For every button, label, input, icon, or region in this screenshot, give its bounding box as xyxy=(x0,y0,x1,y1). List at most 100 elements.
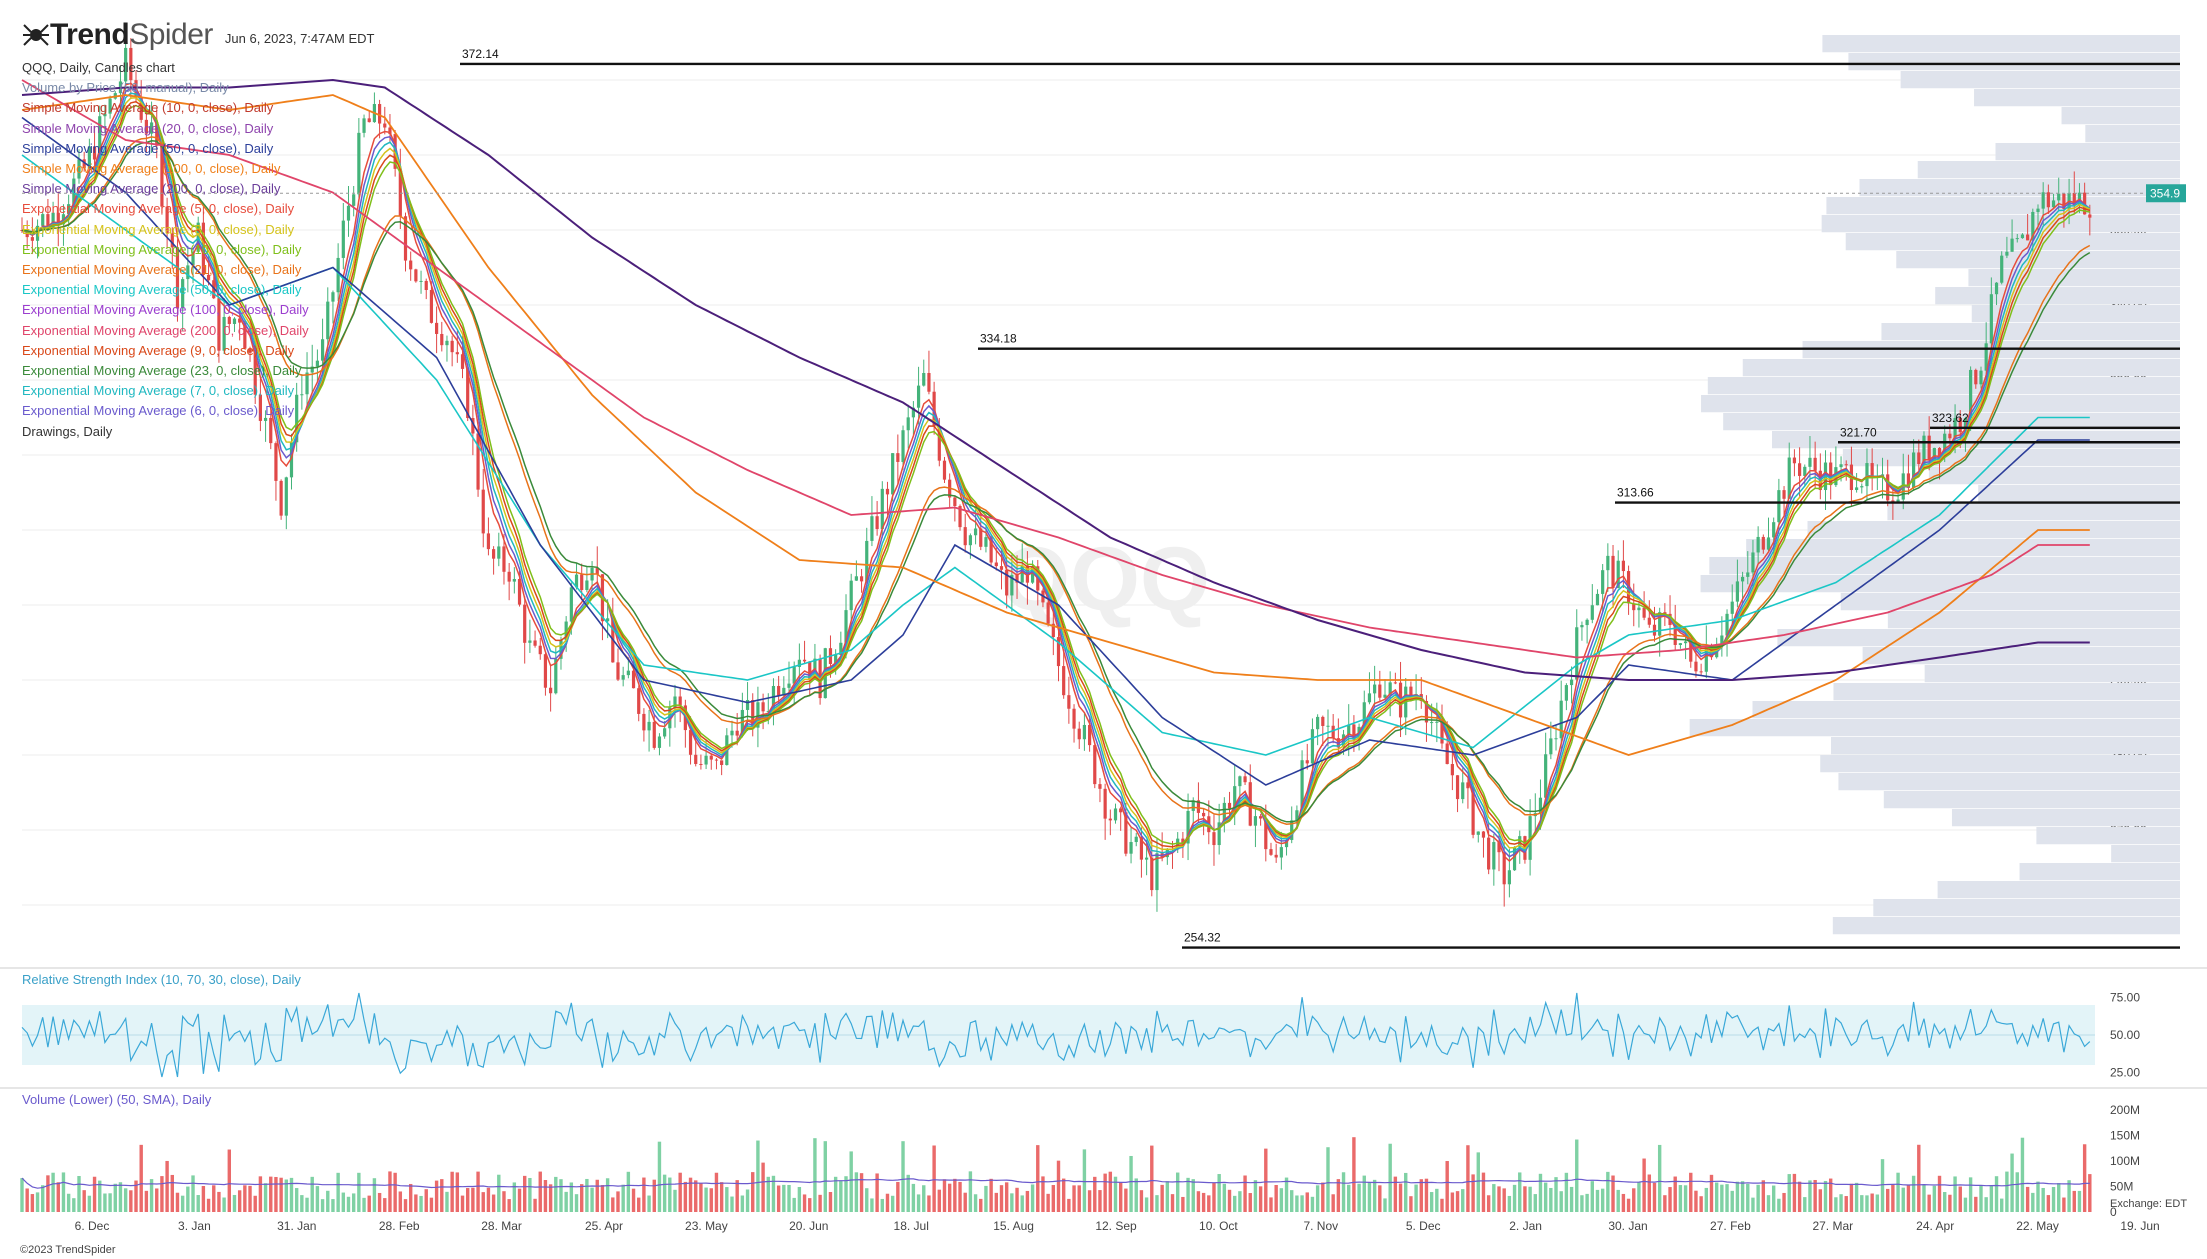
volume-bar xyxy=(134,1180,138,1212)
candle-body xyxy=(201,222,205,275)
candle-body xyxy=(1020,565,1024,583)
legend-item[interactable]: Exponential Moving Average (200, 0, clos… xyxy=(22,322,309,338)
legend-item[interactable]: Exponential Moving Average (9, 0, close)… xyxy=(22,342,295,358)
candle-body xyxy=(92,146,97,160)
volume-bar xyxy=(1264,1148,1268,1212)
volume-bar xyxy=(1217,1174,1221,1212)
legend-item[interactable]: Exponential Moving Average (6, 0, close)… xyxy=(22,403,295,419)
volume-bar xyxy=(1393,1176,1398,1212)
volume-bar xyxy=(631,1188,636,1212)
x-tick-label: 15. Aug xyxy=(993,1219,1034,1233)
candle-body xyxy=(253,352,257,395)
legend-item[interactable]: Simple Moving Average (100, 0, close), D… xyxy=(22,161,281,177)
volume-bar xyxy=(35,1192,40,1212)
volume-bar xyxy=(61,1172,66,1212)
volume-bar xyxy=(1253,1180,1258,1212)
volume-bar xyxy=(108,1193,112,1212)
legend-item[interactable]: Exponential Moving Average (21, 0, close… xyxy=(22,262,302,278)
volume-bar xyxy=(678,1172,682,1212)
candle-body xyxy=(916,385,921,408)
candle-body xyxy=(745,700,750,710)
volume-bar xyxy=(1968,1177,1973,1212)
level-label: 254.32 xyxy=(1184,931,1221,945)
legend-item[interactable]: Volume by Price (50, manual), Daily xyxy=(22,80,229,96)
volume-bar xyxy=(1637,1182,1641,1212)
candle-body xyxy=(357,132,361,195)
candle-body xyxy=(243,322,247,349)
volume-bar xyxy=(839,1180,843,1212)
candle-body xyxy=(1927,435,1931,461)
candle-body xyxy=(2015,238,2019,240)
legend-item[interactable]: Exponential Moving Average (100, 0, clos… xyxy=(22,302,309,318)
volume-bar xyxy=(833,1176,838,1212)
legend-item[interactable]: Exponential Moving Average (10, 0, close… xyxy=(22,241,302,257)
legend-item[interactable]: Exponential Moving Average (23, 0, close… xyxy=(22,363,302,379)
volume-bar xyxy=(481,1192,485,1212)
volume-bar xyxy=(445,1191,449,1212)
candle-body xyxy=(144,119,148,134)
volume-bar xyxy=(25,1188,29,1212)
volume-bar xyxy=(1248,1193,1252,1212)
volume-bar xyxy=(491,1194,496,1212)
legend-item[interactable]: Exponential Moving Average (5, 0, close)… xyxy=(22,201,295,217)
vbp-bar xyxy=(1838,773,2180,791)
candle-body xyxy=(663,728,667,737)
volume-bar xyxy=(351,1193,356,1212)
vbp-bar xyxy=(1978,485,2180,503)
candle-body xyxy=(2000,255,2004,283)
volume-bar xyxy=(642,1177,646,1212)
x-tick-label: 22. May xyxy=(2016,1219,2059,1233)
volume-bar xyxy=(341,1192,346,1212)
candle-body xyxy=(678,696,682,706)
legend-item[interactable]: Exponential Moving Average (8, 0, close)… xyxy=(22,221,295,237)
candle-body xyxy=(486,533,491,550)
legend-item[interactable]: Exponential Moving Average (50, 0, close… xyxy=(22,282,302,298)
candle-body xyxy=(528,640,532,643)
candle-body xyxy=(1445,743,1449,765)
candle-body xyxy=(735,730,739,736)
rsi-line xyxy=(21,992,2091,1078)
volume-bar xyxy=(56,1182,60,1212)
volume-bar xyxy=(517,1188,522,1212)
volume-bar xyxy=(346,1196,351,1212)
volume-bar xyxy=(1077,1185,1081,1212)
volume-bar xyxy=(377,1192,382,1212)
volume-bar xyxy=(2077,1190,2082,1212)
volume-bar xyxy=(465,1188,470,1212)
legend-item[interactable]: Drawings, Daily xyxy=(22,423,113,439)
ema-8-line xyxy=(21,97,2091,851)
volume-bar xyxy=(92,1176,97,1212)
candle-body xyxy=(1984,343,1988,371)
candle-body xyxy=(1497,842,1501,853)
volume-bar xyxy=(1181,1196,1185,1212)
legend-item[interactable]: Simple Moving Average (20, 0, close), Da… xyxy=(22,120,274,136)
volume-bar xyxy=(2010,1153,2014,1212)
volume-pane-label: Volume (Lower) (50, SMA), Daily xyxy=(22,1092,212,1107)
vbp-bar xyxy=(1742,359,2180,377)
price-levels: 372.14 334.18 323.62 321.70 313.66 254.32 xyxy=(460,47,2180,949)
volume-bar xyxy=(1948,1194,1952,1212)
legend-item[interactable]: Simple Moving Average (200, 0, close), D… xyxy=(22,181,281,197)
candle-body xyxy=(1393,682,1397,684)
volume-bar xyxy=(1621,1193,1626,1212)
volume-bar xyxy=(320,1199,325,1212)
ema-200-line xyxy=(21,79,2090,659)
volume-bar xyxy=(1201,1192,1206,1212)
candle-body xyxy=(875,516,879,530)
legend-item[interactable]: Simple Moving Average (10, 0, close), Da… xyxy=(22,100,274,116)
rsi-tick-label: 25.00 xyxy=(2110,1066,2140,1080)
legend-item[interactable]: Exponential Moving Average (7, 0, close)… xyxy=(22,383,295,399)
volume-bar xyxy=(434,1180,439,1212)
volume-bar xyxy=(118,1182,123,1212)
volume-bar xyxy=(2051,1186,2056,1212)
volume-bar xyxy=(1549,1187,1553,1212)
volume-bar xyxy=(1533,1194,1537,1212)
legend-item[interactable]: Simple Moving Average (50, 0, close), Da… xyxy=(22,140,274,156)
candle-body xyxy=(1181,838,1185,844)
volume-bar xyxy=(626,1171,631,1212)
volume-bar xyxy=(1683,1185,1688,1212)
volume-bar xyxy=(1839,1194,1843,1212)
candle-body xyxy=(797,659,801,667)
legend-item[interactable]: QQQ, Daily, Candles chart xyxy=(22,60,175,75)
